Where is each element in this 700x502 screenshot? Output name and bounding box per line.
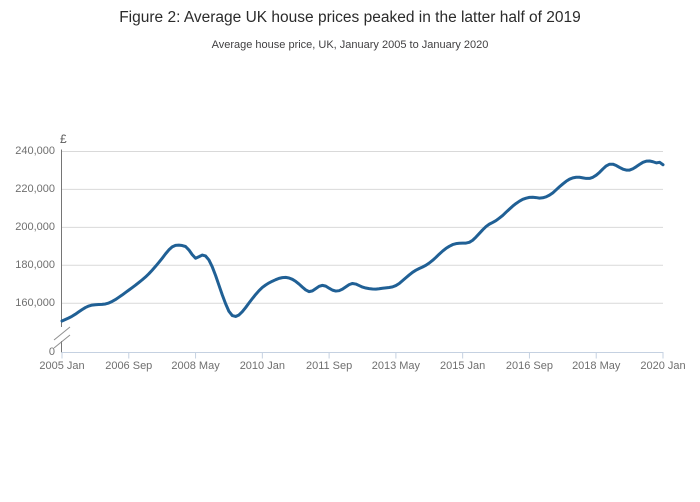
y-tick-label: 220,000 (15, 182, 55, 195)
y-axis-unit-label: £ (60, 132, 67, 146)
x-tick-label: 2020 Jan (640, 360, 686, 372)
y-tick-label-zero: 0 (48, 345, 55, 358)
x-tick-label: 2016 Sep (505, 360, 553, 372)
y-tick-label: 240,000 (15, 145, 55, 157)
x-tick-label: 2010 Jan (239, 360, 285, 372)
x-tick-label: 2015 Jan (440, 360, 486, 372)
axis-break-icon (53, 326, 71, 341)
y-tick-label: 200,000 (15, 220, 55, 233)
x-tick-label: 2013 May (371, 360, 421, 372)
figure-subtitle: Average house price, UK, January 2005 to… (211, 39, 489, 51)
x-tick-label: 2005 Jan (39, 360, 85, 372)
axis-break-icon (53, 334, 71, 349)
x-tick-label: 2018 May (572, 360, 621, 372)
figure-title: Figure 2: Average UK house prices peaked… (119, 9, 581, 26)
x-tick-label: 2006 Sep (105, 360, 153, 372)
x-tick-label: 2008 May (171, 360, 220, 372)
y-tick-label: 180,000 (15, 258, 55, 271)
x-tick-label: 2011 Sep (305, 360, 353, 372)
house-price-series-line (60, 159, 665, 323)
y-tick-label: 160,000 (15, 296, 55, 309)
